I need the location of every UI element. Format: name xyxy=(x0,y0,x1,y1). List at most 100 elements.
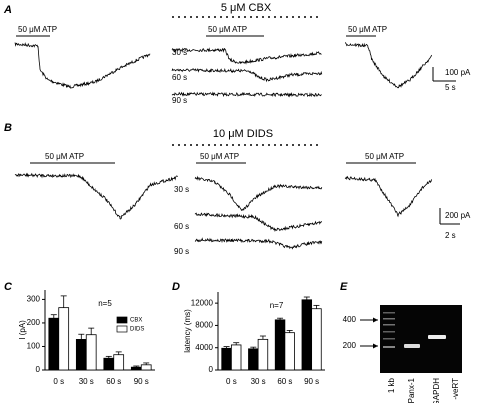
x-tick-label: 90 s xyxy=(134,377,149,386)
size-marker: 200 xyxy=(343,341,357,350)
y-tick-label: 0 xyxy=(209,365,214,374)
x-tick-label: 90 s xyxy=(304,377,319,386)
bar xyxy=(248,348,259,371)
panel-label: C xyxy=(4,281,13,293)
x-tick-label: 60 s xyxy=(277,377,292,386)
atp-label: 50 μM ATP xyxy=(365,152,404,161)
arrow-head xyxy=(373,317,378,323)
scale-label: 5 s xyxy=(445,83,456,92)
bar xyxy=(274,319,286,371)
error-bar xyxy=(223,346,230,349)
scale-label: 200 pA xyxy=(445,211,471,220)
time-label: 90 s xyxy=(174,247,189,256)
error-bar xyxy=(88,327,95,335)
x-tick-label: 0 s xyxy=(226,377,237,386)
error-bar xyxy=(303,296,310,300)
y-tick-label: 12000 xyxy=(191,298,214,307)
atp-label: 50 μM ATP xyxy=(18,25,57,34)
y-tick-label: 4000 xyxy=(195,343,213,352)
current-trace xyxy=(171,47,322,65)
x-tick-label: 60 s xyxy=(106,377,121,386)
error-bar xyxy=(286,330,293,333)
atp-label: 50 μM ATP xyxy=(200,152,239,161)
current-trace xyxy=(344,175,432,218)
annotation: n=7 xyxy=(270,301,284,310)
bar xyxy=(103,357,115,371)
annotation: n=5 xyxy=(98,299,112,308)
error-bar xyxy=(105,355,112,359)
bar xyxy=(221,347,232,371)
error-bar xyxy=(143,362,150,365)
time-label: 60 s xyxy=(172,73,187,82)
ladder xyxy=(383,312,395,348)
bar xyxy=(284,332,295,371)
atp-label: 50 μM ATP xyxy=(45,152,84,161)
bar xyxy=(257,338,269,371)
bar xyxy=(113,354,125,371)
band xyxy=(428,335,446,339)
y-tick-label: 300 xyxy=(27,295,41,304)
y-tick-label: 8000 xyxy=(195,321,213,330)
panel-label: A xyxy=(3,4,12,16)
time-label: 60 s xyxy=(174,222,189,231)
x-tick-label: 30 s xyxy=(79,377,94,386)
lane-label: Panx-1 xyxy=(407,377,416,403)
legend-swatch xyxy=(116,316,128,324)
error-bar xyxy=(259,335,266,340)
bar xyxy=(140,364,152,371)
x-tick-label: 0 s xyxy=(53,377,64,386)
error-bar xyxy=(250,346,257,349)
current-trace xyxy=(171,91,322,98)
current-trace xyxy=(194,175,323,211)
bar xyxy=(85,334,97,371)
lane-label: -veRT xyxy=(451,378,460,400)
y-tick-label: 0 xyxy=(36,365,41,374)
panel-label: B xyxy=(4,122,12,134)
band xyxy=(404,344,420,348)
bar xyxy=(130,366,142,371)
scale-label: 2 s xyxy=(445,231,456,240)
bar xyxy=(48,317,60,371)
current-trace xyxy=(14,42,151,89)
legend-label: CBX xyxy=(130,318,142,324)
bar xyxy=(58,307,70,371)
bar xyxy=(230,344,242,371)
lane-label: GAPDH xyxy=(432,378,441,403)
bar xyxy=(311,308,322,371)
arrow-head xyxy=(373,343,378,349)
y-tick-label: 100 xyxy=(27,342,41,351)
error-bar xyxy=(233,342,240,345)
atp-label: 50 μM ATP xyxy=(208,25,247,34)
size-marker: 400 xyxy=(343,315,357,324)
atp-label: 50 μM ATP xyxy=(348,25,387,34)
scale-label: 100 pA xyxy=(445,68,471,77)
legend-swatch xyxy=(116,325,128,333)
error-bar xyxy=(78,333,85,340)
error-bar xyxy=(313,304,320,309)
legend-label: DIDS xyxy=(130,327,144,333)
current-trace xyxy=(194,212,322,233)
y-tick-label: 200 xyxy=(27,318,41,327)
drug-label: 10 μM DIDS xyxy=(213,128,273,140)
error-bar xyxy=(50,314,57,319)
y-axis-label: latency (ms) xyxy=(183,309,192,353)
lane-label: 1 kb xyxy=(387,377,396,393)
error-bar xyxy=(133,365,140,368)
time-label: 30 s xyxy=(174,185,189,194)
bar xyxy=(75,339,87,371)
error-bar xyxy=(277,317,284,320)
current-trace xyxy=(14,172,178,220)
current-trace xyxy=(194,237,323,250)
y-axis-label: I (pA) xyxy=(18,320,27,340)
time-label: 90 s xyxy=(172,96,187,105)
panel-label: E xyxy=(340,281,348,293)
error-bar xyxy=(60,295,67,308)
bar xyxy=(301,299,313,371)
x-tick-label: 30 s xyxy=(251,377,266,386)
drug-label: 5 μM CBX xyxy=(221,2,272,14)
current-trace xyxy=(171,67,323,83)
panel-label: D xyxy=(172,281,180,293)
current-trace xyxy=(345,42,432,89)
error-bar xyxy=(115,351,122,355)
